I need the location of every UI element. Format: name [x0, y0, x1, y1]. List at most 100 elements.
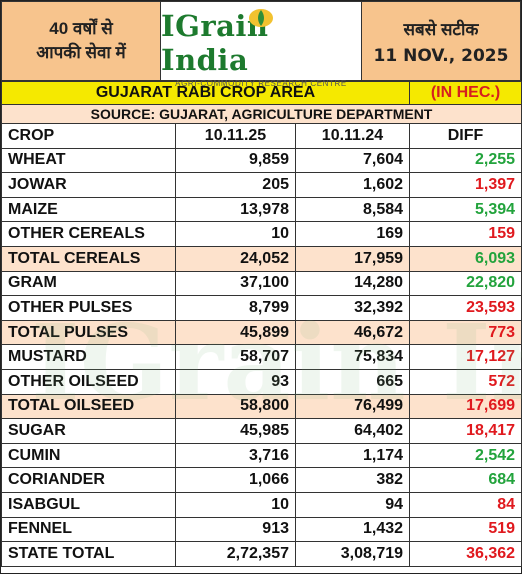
current-area-cell: 9,859 — [175, 147, 296, 174]
table-title: GUJARAT RABI CROP AREA — [0, 81, 411, 105]
current-area-cell: 205 — [175, 172, 296, 198]
current-area-cell: 45,899 — [175, 319, 296, 346]
column-header-previous: 10.11.24 — [294, 123, 411, 149]
crop-name-cell: WHEAT — [1, 147, 176, 174]
difference-cell: 2,542 — [409, 442, 522, 469]
current-area-cell: 8,799 — [175, 295, 296, 321]
crop-name-cell: CUMIN — [1, 442, 176, 469]
crop-name-cell: TOTAL CEREALS — [1, 245, 176, 272]
difference-cell: 23,593 — [409, 295, 522, 321]
column-header-row: CROP 10.11.25 10.11.24 DIFF — [1, 123, 522, 149]
table-row: TOTAL CEREALS 24,052 17,959 6,093 — [1, 245, 522, 272]
table-row: JOWAR 205 1,602 1,397 — [1, 172, 522, 198]
difference-cell: 519 — [409, 516, 522, 543]
previous-area-cell: 169 — [294, 221, 411, 247]
previous-area-cell: 1,174 — [294, 442, 411, 469]
previous-area-cell: 75,834 — [294, 344, 411, 370]
difference-cell: 2,255 — [409, 147, 522, 174]
brand-name: IGrain India — [161, 8, 269, 77]
difference-cell: 17,699 — [409, 393, 522, 420]
crop-name-cell: MAIZE — [1, 196, 176, 223]
previous-area-cell: 14,280 — [294, 270, 411, 297]
crop-area-table: GUJARAT RABI CROP AREA (IN HEC.) SOURCE:… — [0, 81, 522, 567]
table-row: OTHER OILSEED 93 665 572 — [1, 368, 522, 395]
crop-name-cell: GRAM — [1, 270, 176, 297]
table-row: GRAM 37,100 14,280 22,820 — [1, 270, 522, 297]
current-area-cell: 37,100 — [175, 270, 296, 297]
table-row: WHEAT 9,859 7,604 2,255 — [1, 147, 522, 174]
current-area-cell: 58,800 — [175, 393, 296, 420]
current-area-cell: 93 — [175, 368, 296, 395]
crop-name-cell: ISABGUL — [1, 491, 176, 518]
column-header-diff: DIFF — [409, 123, 522, 149]
difference-cell: 1,397 — [409, 172, 522, 198]
table-row: OTHER CEREALS 10 169 159 — [1, 221, 522, 247]
crop-name-cell: STATE TOTAL — [1, 541, 176, 567]
title-row: GUJARAT RABI CROP AREA (IN HEC.) — [0, 81, 522, 105]
unit-label: (IN HEC.) — [409, 81, 522, 105]
difference-cell: 18,417 — [409, 418, 522, 444]
previous-area-cell: 1,602 — [294, 172, 411, 198]
table-row: ISABGUL 10 94 84 — [1, 491, 522, 518]
brand-tagline: AGRI-COMMODITY RESEARCH CENTRE — [175, 78, 347, 88]
table-row: STATE TOTAL 2,72,357 3,08,719 36,362 — [1, 541, 522, 567]
current-area-cell: 13,978 — [175, 196, 296, 223]
table-row: CUMIN 3,716 1,174 2,542 — [1, 442, 522, 469]
table-row: CORIANDER 1,066 382 684 — [1, 467, 522, 493]
crop-name-cell: MUSTARD — [1, 344, 176, 370]
difference-cell: 17,127 — [409, 344, 522, 370]
column-header-current: 10.11.25 — [175, 123, 296, 149]
previous-area-cell: 17,959 — [294, 245, 411, 272]
crop-name-cell: CORIANDER — [1, 467, 176, 493]
current-area-cell: 3,716 — [175, 442, 296, 469]
previous-area-cell: 64,402 — [294, 418, 411, 444]
previous-area-cell: 1,432 — [294, 516, 411, 543]
difference-cell: 159 — [409, 221, 522, 247]
previous-area-cell: 3,08,719 — [294, 541, 411, 567]
table-row: TOTAL OILSEED 58,800 76,499 17,699 — [1, 393, 522, 420]
previous-area-cell: 76,499 — [294, 393, 411, 420]
difference-cell: 22,820 — [409, 270, 522, 297]
difference-cell: 5,394 — [409, 196, 522, 223]
crop-name-cell: SUGAR — [1, 418, 176, 444]
tagline-line-1: 40 वर्षों से — [49, 19, 113, 38]
source-text: SOURCE: GUJARAT, AGRICULTURE DEPARTMENT — [0, 104, 522, 124]
table-row: SUGAR 45,985 64,402 18,417 — [1, 418, 522, 444]
difference-cell: 684 — [409, 467, 522, 493]
previous-area-cell: 665 — [294, 368, 411, 395]
column-header-crop: CROP — [1, 123, 176, 149]
previous-area-cell: 7,604 — [294, 147, 411, 174]
current-area-cell: 913 — [175, 516, 296, 543]
report-header: 40 वर्षों से आपकी सेवा में IGrain India … — [1, 1, 521, 88]
current-area-cell: 45,985 — [175, 418, 296, 444]
current-area-cell: 10 — [175, 221, 296, 247]
grain-emblem-icon — [249, 9, 273, 27]
previous-area-cell: 382 — [294, 467, 411, 493]
crop-name-cell: OTHER CEREALS — [1, 221, 176, 247]
table-row: OTHER PULSES 8,799 32,392 23,593 — [1, 295, 522, 321]
brand-logo: IGrain India AGRI-COMMODITY RESEARCH CEN… — [161, 1, 361, 88]
date-box: सबसे सटीक 11 NOV., 2025 — [361, 1, 521, 81]
current-area-cell: 2,72,357 — [175, 541, 296, 567]
current-area-cell: 1,066 — [175, 467, 296, 493]
tagline-line-2: आपकी सेवा में — [36, 43, 126, 62]
tagline-box: 40 वर्षों से आपकी सेवा में — [1, 1, 161, 81]
table-row: MUSTARD 58,707 75,834 17,127 — [1, 344, 522, 370]
current-area-cell: 10 — [175, 491, 296, 518]
previous-area-cell: 32,392 — [294, 295, 411, 321]
previous-area-cell: 46,672 — [294, 319, 411, 346]
difference-cell: 84 — [409, 491, 522, 518]
source-row: SOURCE: GUJARAT, AGRICULTURE DEPARTMENT — [0, 104, 522, 124]
table-row: FENNEL 913 1,432 519 — [1, 516, 522, 543]
accuracy-label: सबसे सटीक — [403, 19, 479, 39]
difference-cell: 572 — [409, 368, 522, 395]
crop-name-cell: JOWAR — [1, 172, 176, 198]
previous-area-cell: 8,584 — [294, 196, 411, 223]
report-date: 11 NOV., 2025 — [373, 45, 509, 66]
current-area-cell: 24,052 — [175, 245, 296, 272]
difference-cell: 36,362 — [409, 541, 522, 567]
crop-name-cell: TOTAL PULSES — [1, 319, 176, 346]
difference-cell: 6,093 — [409, 245, 522, 272]
current-area-cell: 58,707 — [175, 344, 296, 370]
